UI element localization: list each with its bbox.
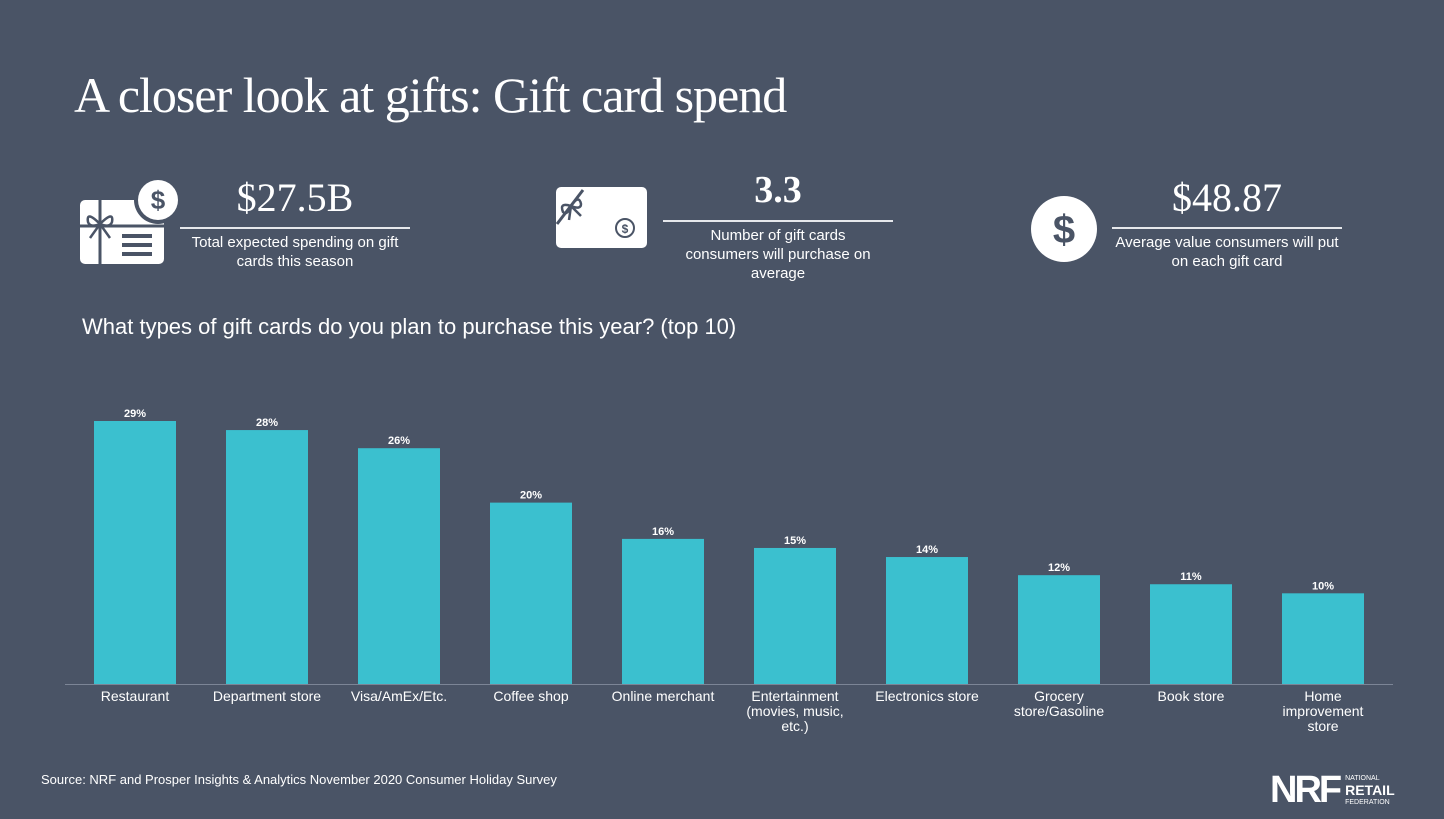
data-label: 12% xyxy=(1048,562,1070,574)
chart-title: What types of gift cards do you plan to … xyxy=(82,314,737,339)
x-tick-label: Department store xyxy=(213,688,321,704)
dollar-circle-icon: $ xyxy=(1031,196,1097,262)
svg-text:$: $ xyxy=(151,185,166,215)
stat-average-value: $48.87 Average value consumers will put … xyxy=(1112,174,1342,271)
bar xyxy=(754,547,836,684)
gift-card-dollar-icon: $ xyxy=(80,176,182,264)
x-tick-label: Grocery store/Gasoline xyxy=(1014,688,1104,719)
logo-text: NATIONAL RETAIL FEDERATION xyxy=(1345,774,1395,806)
data-label: 26% xyxy=(388,435,410,447)
data-label: 10% xyxy=(1312,580,1334,592)
stat-label: Total expected spending on gift cards th… xyxy=(191,234,399,270)
stat-value: 3.3 xyxy=(754,169,802,211)
gift-card-bow-icon: $ xyxy=(555,187,647,248)
divider xyxy=(180,227,410,229)
stat-number-of-cards: 3.3 Number of gift cards consumers will … xyxy=(663,168,893,283)
stat-label: Number of gift cards consumers will purc… xyxy=(685,227,871,282)
x-tick-label: Visa/AmEx/Etc. xyxy=(351,688,447,704)
nrf-logo: NRF NATIONAL RETAIL FEDERATION xyxy=(1270,769,1395,811)
x-tick-label: Entertainment (movies, music, etc.) xyxy=(746,688,843,734)
x-tick-label: Electronics store xyxy=(875,688,979,704)
x-tick-label: Book store xyxy=(1158,688,1225,704)
stat-total-spending: $27.5B Total expected spending on gift c… xyxy=(180,174,410,271)
svg-text:$: $ xyxy=(622,222,629,236)
bar xyxy=(1018,575,1100,684)
data-label: 11% xyxy=(1180,571,1202,583)
source-note: Source: NRF and Prosper Insights & Analy… xyxy=(41,772,557,787)
bar xyxy=(226,430,308,684)
bar xyxy=(886,557,968,684)
x-tick-label: Coffee shop xyxy=(493,688,568,704)
data-label: 29% xyxy=(124,408,146,420)
bar xyxy=(622,538,704,684)
data-label: 15% xyxy=(784,535,806,547)
data-label: 28% xyxy=(256,417,278,429)
x-tick-label: Online merchant xyxy=(612,688,715,704)
divider xyxy=(663,220,893,222)
divider xyxy=(1112,227,1342,229)
stat-label: Average value consumers will put on each… xyxy=(1115,234,1339,270)
bar xyxy=(1282,593,1364,684)
bar xyxy=(358,448,440,684)
data-label: 16% xyxy=(652,526,674,538)
bar xyxy=(94,421,176,684)
logo-mark: NRF xyxy=(1270,769,1342,811)
bar xyxy=(490,502,572,684)
data-label: 20% xyxy=(520,490,542,502)
stat-value: $27.5B xyxy=(236,175,354,220)
bar xyxy=(1150,584,1232,684)
x-tick-label: Restaurant xyxy=(101,688,170,704)
data-label: 14% xyxy=(916,544,938,556)
svg-text:$: $ xyxy=(1053,208,1075,252)
stat-value: $48.87 xyxy=(1172,175,1282,220)
page-title: A closer look at gifts: Gift card spend xyxy=(74,67,787,123)
bar-chart: 29% Restaurant 28% Department store 26% Visa/… xyxy=(65,408,1393,734)
x-tick-label: Home improvement store xyxy=(1283,688,1364,734)
